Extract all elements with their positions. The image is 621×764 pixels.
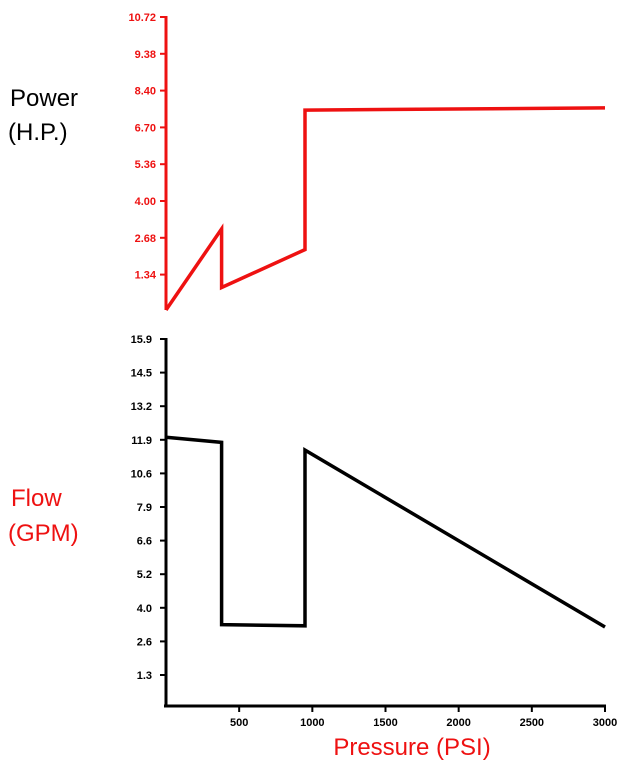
flow-ytick-label: 14.5 <box>131 368 152 380</box>
flow-ytick-label: 15.9 <box>131 334 152 346</box>
power-ytick-label: 6.70 <box>135 122 156 134</box>
flow-ytick-label: 7.9 <box>137 502 152 514</box>
flow-series-line <box>165 435 606 629</box>
flow-ylabel-line1: Flow <box>11 485 62 512</box>
flow-ytick-label: 4.0 <box>137 603 152 615</box>
flow-xtick-label: 1000 <box>300 717 324 729</box>
flow-ytick-label: 6.6 <box>137 536 152 548</box>
power-ytick-label: 1.34 <box>135 270 157 282</box>
power-ytick-label: 4.00 <box>135 196 156 208</box>
flow-ytick-label: 1.3 <box>137 670 152 682</box>
power-ytick-label: 2.68 <box>135 233 156 245</box>
power-chart: 10.729.388.406.705.364.002.681.34 Power … <box>8 12 606 311</box>
flow-ytick-label: 5.2 <box>137 569 152 581</box>
power-series-line <box>164 106 606 311</box>
flow-xtick-label: 2000 <box>446 717 470 729</box>
power-ytick-label: 5.36 <box>135 159 156 171</box>
power-ytick-label: 10.72 <box>128 12 156 24</box>
power-ytick-label: 9.38 <box>135 49 156 61</box>
flow-xlabel: Pressure (PSI) <box>333 734 490 761</box>
power-ylabel-line1: Power <box>10 85 78 112</box>
flow-ytick-label: 10.6 <box>131 468 152 480</box>
flow-chart: 15.9 14.5 13.2 11.9 10.6 7.9 6.6 5.2 4.0 2.6 1.3 5… <box>8 334 617 761</box>
power-ytick-label: 8.40 <box>135 86 156 98</box>
flow-ytick-label: 13.2 <box>131 401 152 413</box>
flow-ytick-label: 2.6 <box>137 636 152 648</box>
flow-xtick-label: 500 <box>230 717 248 729</box>
flow-xtick-label: 2500 <box>520 717 544 729</box>
flow-ylabel-line2: (GPM) <box>8 520 79 547</box>
flow-ytick-label: 11.9 <box>131 435 152 447</box>
flow-xtick-label: 3000 <box>593 717 617 729</box>
flow-xtick-label: 1500 <box>373 717 397 729</box>
power-ylabel-line2: (H.P.) <box>8 119 68 146</box>
